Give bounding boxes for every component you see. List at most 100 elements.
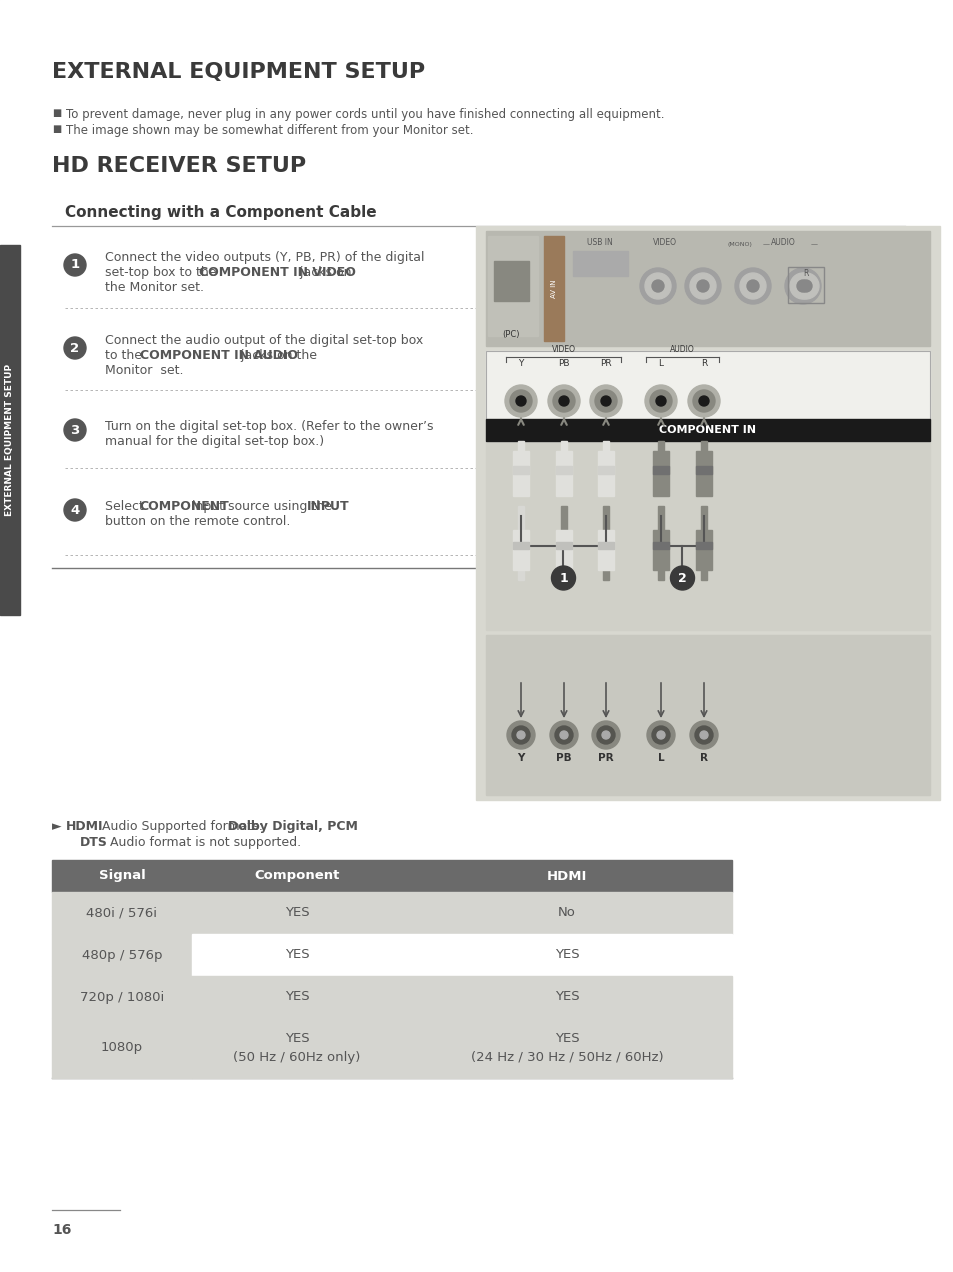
Text: ■: ■ [52, 108, 61, 118]
Circle shape [592, 721, 619, 749]
Bar [598, 466, 614, 474]
Text: Connecting with a Component Cable: Connecting with a Component Cable [65, 205, 376, 220]
Text: PB: PB [556, 753, 571, 763]
Bar [485, 441, 929, 630]
Bar [52, 860, 731, 892]
Bar [192, 976, 731, 1018]
Circle shape [595, 391, 617, 412]
Circle shape [687, 385, 720, 417]
Text: Connect the video outputs (Y, PB, PR) of the digital: Connect the video outputs (Y, PB, PR) of… [105, 251, 424, 265]
Text: To prevent damage, never plug in any power cords until you have finished connect: To prevent damage, never plug in any pow… [66, 108, 664, 121]
Text: Connect the audio output of the digital set-top box: Connect the audio output of the digital … [105, 335, 423, 347]
Bar [573, 251, 627, 276]
Bar [696, 452, 711, 496]
Bar [556, 466, 572, 474]
Bar [696, 466, 711, 474]
Circle shape [649, 391, 671, 412]
Text: HD RECEIVER SETUP: HD RECEIVER SETUP [52, 156, 306, 176]
Text: (MONO): (MONO) [727, 242, 752, 247]
Text: HDMI: HDMI [546, 870, 587, 883]
Text: USB IN: USB IN [586, 238, 612, 247]
Text: 4: 4 [71, 504, 79, 516]
Text: R: R [802, 268, 808, 279]
Circle shape [689, 273, 716, 299]
Bar [192, 934, 731, 976]
Circle shape [601, 731, 609, 739]
Text: Audio Supported formats:: Audio Supported formats: [98, 820, 267, 833]
Text: Component: Component [254, 870, 339, 883]
Circle shape [516, 396, 525, 406]
Text: COMPONENT IN VIDEO: COMPONENT IN VIDEO [199, 266, 355, 279]
Bar [556, 452, 572, 496]
Circle shape [551, 566, 575, 590]
Text: the Monitor set.: the Monitor set. [105, 281, 204, 294]
Bar [485, 351, 929, 441]
Circle shape [547, 385, 579, 417]
Bar [598, 530, 614, 570]
Bar [787, 267, 823, 303]
Bar [52, 1018, 192, 1077]
Bar [696, 530, 711, 570]
Text: No: No [558, 907, 576, 920]
Circle shape [651, 280, 663, 293]
Text: PR: PR [599, 359, 611, 368]
Circle shape [656, 396, 665, 406]
Bar [485, 351, 929, 441]
Text: 480i / 576i: 480i / 576i [87, 907, 157, 920]
Circle shape [550, 721, 578, 749]
Bar [513, 530, 529, 570]
Circle shape [784, 268, 821, 304]
Circle shape [600, 396, 610, 406]
Bar [700, 506, 706, 580]
Text: DTS: DTS [80, 836, 108, 848]
Text: Turn on the digital set-top box. (Refer to the owner’s: Turn on the digital set-top box. (Refer … [105, 420, 433, 432]
Circle shape [558, 396, 568, 406]
Text: Signal: Signal [98, 870, 145, 883]
Circle shape [792, 273, 818, 299]
Circle shape [692, 391, 714, 412]
Bar [476, 226, 939, 800]
Text: input source using the: input source using the [188, 500, 335, 513]
Bar [652, 542, 668, 550]
Bar [485, 635, 929, 795]
Text: Monitor  set.: Monitor set. [105, 364, 183, 377]
Bar [560, 506, 566, 580]
Text: 1080p: 1080p [101, 1042, 143, 1054]
Bar [652, 466, 668, 474]
Circle shape [64, 418, 86, 441]
Circle shape [697, 280, 708, 293]
Text: YES: YES [284, 949, 309, 962]
Text: COMPONENT: COMPONENT [139, 500, 229, 513]
Circle shape [64, 254, 86, 276]
Text: Dolby Digital, PCM: Dolby Digital, PCM [228, 820, 357, 833]
Circle shape [800, 280, 811, 293]
Text: 2: 2 [678, 571, 686, 585]
Bar [556, 542, 572, 550]
Circle shape [796, 280, 808, 293]
Bar [494, 261, 529, 301]
Circle shape [700, 731, 707, 739]
Circle shape [555, 726, 573, 744]
Text: (PC): (PC) [501, 329, 519, 340]
Bar [696, 542, 711, 550]
Text: INPUT: INPUT [307, 500, 350, 513]
Circle shape [553, 391, 575, 412]
Text: 720p / 1080i: 720p / 1080i [80, 991, 164, 1004]
Text: to the: to the [105, 349, 146, 363]
Circle shape [746, 280, 759, 293]
Text: 16: 16 [52, 1222, 71, 1236]
Text: COMPONENT IN: COMPONENT IN [659, 425, 756, 435]
Text: manual for the digital set-top box.): manual for the digital set-top box.) [105, 435, 324, 448]
Text: 1: 1 [71, 258, 79, 271]
Text: Y: Y [517, 753, 524, 763]
Text: HDMI: HDMI [66, 820, 103, 833]
Circle shape [699, 396, 708, 406]
Text: set-top box to the: set-top box to the [105, 266, 220, 279]
Text: EXTERNAL EQUIPMENT SETUP: EXTERNAL EQUIPMENT SETUP [52, 62, 425, 81]
Text: R: R [700, 359, 706, 368]
Bar [658, 441, 663, 453]
Text: EXTERNAL EQUIPMENT SETUP: EXTERNAL EQUIPMENT SETUP [6, 364, 14, 516]
Text: —: — [762, 240, 769, 247]
Bar [556, 530, 572, 570]
Circle shape [517, 731, 524, 739]
